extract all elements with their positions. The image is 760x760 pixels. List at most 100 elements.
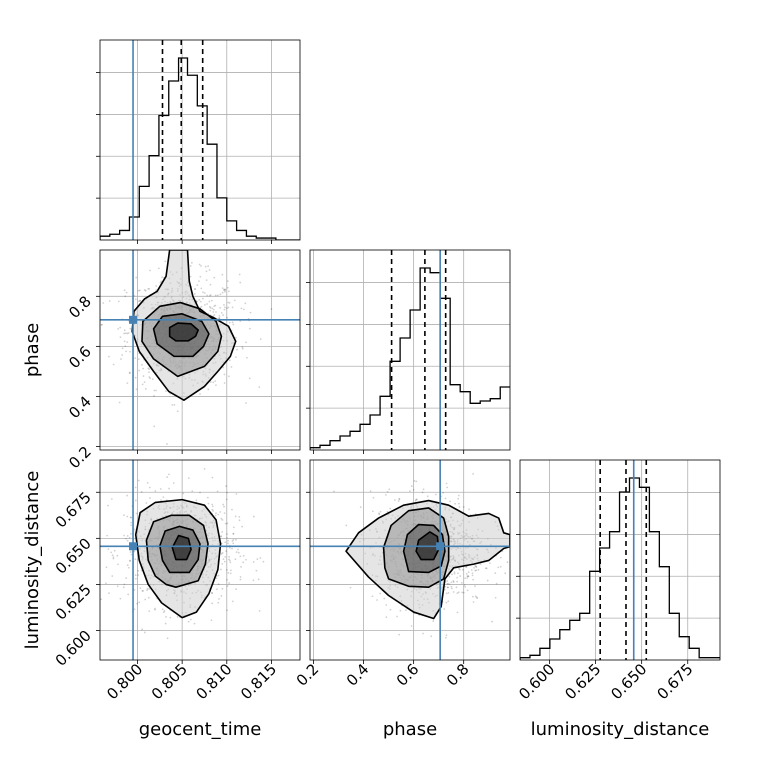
sample-point (415, 498, 418, 501)
sample-point (458, 502, 460, 505)
sample-point (215, 512, 217, 515)
sample-point (446, 582, 449, 585)
sample-point (223, 382, 226, 384)
sample-point (447, 600, 450, 603)
sample-point (444, 636, 447, 639)
sample-point (262, 560, 265, 563)
sample-point (446, 486, 449, 489)
sample-point (168, 473, 170, 476)
sample-point (229, 569, 232, 572)
sample-point (226, 533, 228, 535)
histogram-geocent-time (100, 57, 300, 240)
sample-point (101, 323, 103, 326)
sample-point (504, 572, 507, 575)
sample-point (252, 579, 255, 582)
sample-point (385, 604, 388, 606)
sample-point (154, 490, 157, 492)
sample-point (466, 589, 469, 592)
sample-point (157, 267, 160, 270)
sample-point (218, 317, 221, 320)
sample-point (221, 287, 224, 290)
sample-point (413, 479, 416, 482)
sample-point (119, 597, 122, 600)
sample-point (195, 499, 198, 502)
histogram-phase (310, 267, 510, 450)
sample-point (446, 580, 449, 582)
sample-point (110, 551, 113, 554)
panel-geocent-time-histogram (96, 39, 301, 244)
sample-point (451, 587, 453, 590)
sample-point (454, 502, 457, 505)
sample-point (190, 261, 193, 264)
contour-line (382, 507, 450, 588)
sample-point (200, 287, 203, 290)
sample-point (404, 609, 407, 612)
sample-point (166, 476, 169, 478)
sample-point (456, 592, 459, 595)
sample-point (137, 574, 140, 576)
sample-point (235, 588, 238, 591)
truth-marker (129, 542, 138, 551)
sample-point (135, 388, 138, 391)
sample-point (129, 560, 131, 562)
sample-point (124, 295, 127, 298)
sample-point (165, 390, 167, 393)
contour-line (415, 531, 440, 561)
sample-point (189, 275, 192, 278)
sample-point (212, 381, 215, 384)
y-tick-label-luminosity-distance: 0.675 (52, 488, 95, 531)
sample-point (485, 567, 488, 570)
sample-point (117, 328, 120, 330)
sample-point (226, 286, 229, 289)
sample-point (127, 566, 130, 569)
sample-point (214, 304, 217, 307)
sample-point (372, 496, 375, 499)
sample-point (474, 595, 477, 598)
sample-point (209, 294, 212, 296)
sample-point (464, 577, 467, 580)
sample-point (231, 600, 234, 603)
sample-point (169, 616, 172, 619)
sample-point (486, 579, 489, 582)
sample-point (488, 562, 491, 564)
sample-point (147, 367, 150, 370)
sample-point (208, 269, 211, 271)
panel-luminosity-distance-vs-phase: 0.2 0.4 0.6 0.8 (293, 459, 511, 690)
sample-point (468, 508, 470, 511)
sample-point (138, 369, 141, 372)
sample-point (398, 497, 401, 500)
y-tick-label-phase: 0.8 (65, 292, 95, 322)
truth-marker (436, 542, 445, 551)
sample-point (148, 376, 151, 379)
sample-point (145, 502, 148, 504)
sample-point (123, 534, 125, 537)
sample-point (95, 514, 97, 516)
sample-point (128, 371, 131, 374)
sample-point (106, 534, 109, 537)
sample-point (245, 558, 247, 561)
sample-point (445, 634, 448, 637)
sample-point (255, 569, 258, 572)
sample-point (129, 551, 132, 553)
x-tick-label-luminosity-distance: 0.675 (653, 660, 696, 703)
sample-point (236, 348, 238, 351)
sample-point (446, 586, 449, 589)
sample-point (200, 305, 203, 308)
sample-point (235, 551, 238, 553)
sample-point (224, 306, 226, 309)
sample-point (107, 548, 110, 551)
contour-line (402, 523, 446, 574)
sample-point (220, 552, 223, 555)
sample-point (385, 493, 387, 496)
sample-point (447, 582, 450, 585)
contour-line (141, 301, 223, 378)
sample-point (459, 575, 462, 577)
sample-point (472, 578, 474, 581)
sample-point (148, 610, 151, 613)
sample-point (117, 300, 120, 303)
sample-point (397, 500, 400, 503)
sample-point (226, 307, 228, 310)
sample-point (223, 288, 225, 291)
sample-point (224, 522, 227, 525)
sample-point (378, 513, 381, 516)
